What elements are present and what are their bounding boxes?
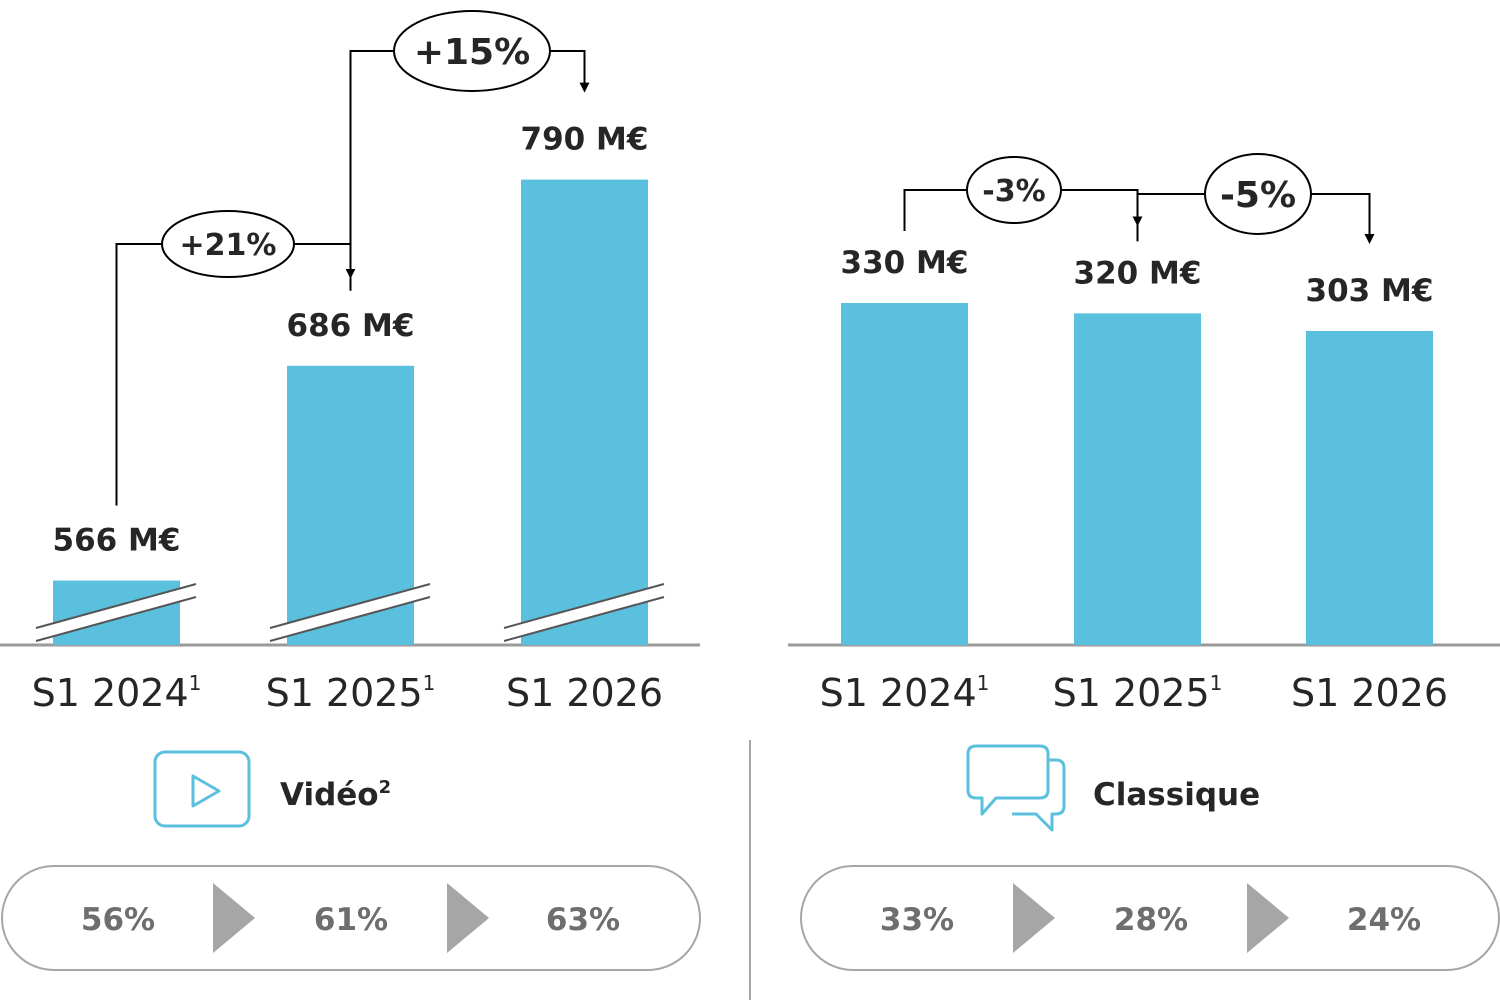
- category-footnote: 1: [977, 671, 990, 695]
- axis-break-gap: [504, 584, 664, 641]
- play-icon-triangle: [191, 774, 221, 808]
- category-label: S1 2026: [506, 671, 663, 715]
- bar-3: [521, 179, 648, 645]
- category-label: S1 20251: [266, 671, 436, 715]
- legend-footnote: 2: [379, 777, 392, 798]
- category-footnote: 1: [423, 671, 436, 695]
- share-value: 56%: [81, 902, 155, 938]
- legend-label-text: Classique: [1093, 777, 1260, 813]
- axis-break-line: [269, 583, 431, 629]
- growth-bubble: [966, 156, 1062, 224]
- share-pill: [800, 865, 1500, 971]
- growth-bubble: [1204, 153, 1312, 235]
- legend-label: Classique: [1093, 777, 1260, 813]
- growth-bubble: [393, 10, 551, 92]
- growth-connector: [349, 50, 585, 291]
- chevron-right-icon: [1013, 883, 1055, 953]
- category-footnote: 1: [189, 671, 202, 695]
- speech-bubble-back: [1012, 758, 1066, 832]
- bar-value-label: 566 M€: [53, 523, 181, 559]
- bar-value-label: 686 M€: [287, 308, 415, 344]
- category-label: S1 20241: [32, 671, 202, 715]
- growth-bubble: [161, 210, 295, 278]
- bar-value-label: 790 M€: [521, 122, 649, 158]
- axis-break-line: [35, 596, 197, 642]
- play-icon-frame: [153, 750, 251, 828]
- category-label: S1 20241: [820, 671, 990, 715]
- axis-break-line: [269, 596, 431, 642]
- share-value: 24%: [1347, 902, 1421, 938]
- legend-label: Vidéo2: [280, 777, 391, 813]
- category-text: S1 2025: [266, 671, 423, 715]
- category-text: S1 2025: [1053, 671, 1210, 715]
- bar-value-label: 330 M€: [841, 245, 969, 281]
- bar-1: [841, 302, 968, 645]
- growth-label: -3%: [982, 174, 1045, 209]
- chevron-right-icon: [213, 883, 255, 953]
- growth-label: +21%: [180, 228, 277, 263]
- chevron-right-icon: [1247, 883, 1289, 953]
- share-value: 33%: [880, 902, 954, 938]
- axis-break-line: [503, 583, 665, 629]
- category-footnote: 1: [1210, 671, 1223, 695]
- category-text: S1 2026: [1291, 671, 1448, 715]
- share-pill: [1, 865, 701, 971]
- axis-break-gap: [270, 584, 430, 641]
- category-label: S1 20251: [1053, 671, 1223, 715]
- bar-value-label: 320 M€: [1074, 255, 1202, 291]
- bar-2: [1074, 313, 1201, 645]
- chevron-right-icon: [447, 883, 489, 953]
- growth-label: +15%: [414, 32, 530, 73]
- axis-break-gap: [36, 584, 196, 641]
- category-text: S1 2026: [506, 671, 663, 715]
- legend-label-text: Vidéo: [280, 777, 379, 813]
- category-text: S1 2024: [820, 671, 977, 715]
- bar-value-label: 303 M€: [1306, 273, 1434, 309]
- speech-bubble-front: [966, 744, 1050, 816]
- speech-bubbles-icon: [966, 744, 1066, 832]
- axis-break-line: [35, 583, 197, 629]
- bar-3: [1306, 330, 1433, 645]
- category-text: S1 2024: [32, 671, 189, 715]
- category-label: S1 2026: [1291, 671, 1448, 715]
- play-icon: [153, 750, 251, 828]
- share-value: 61%: [314, 902, 388, 938]
- growth-label: -5%: [1220, 175, 1296, 216]
- axis-break-line: [503, 596, 665, 642]
- growth-connector: [1136, 193, 1370, 241]
- share-value: 63%: [546, 902, 620, 938]
- share-value: 28%: [1114, 902, 1188, 938]
